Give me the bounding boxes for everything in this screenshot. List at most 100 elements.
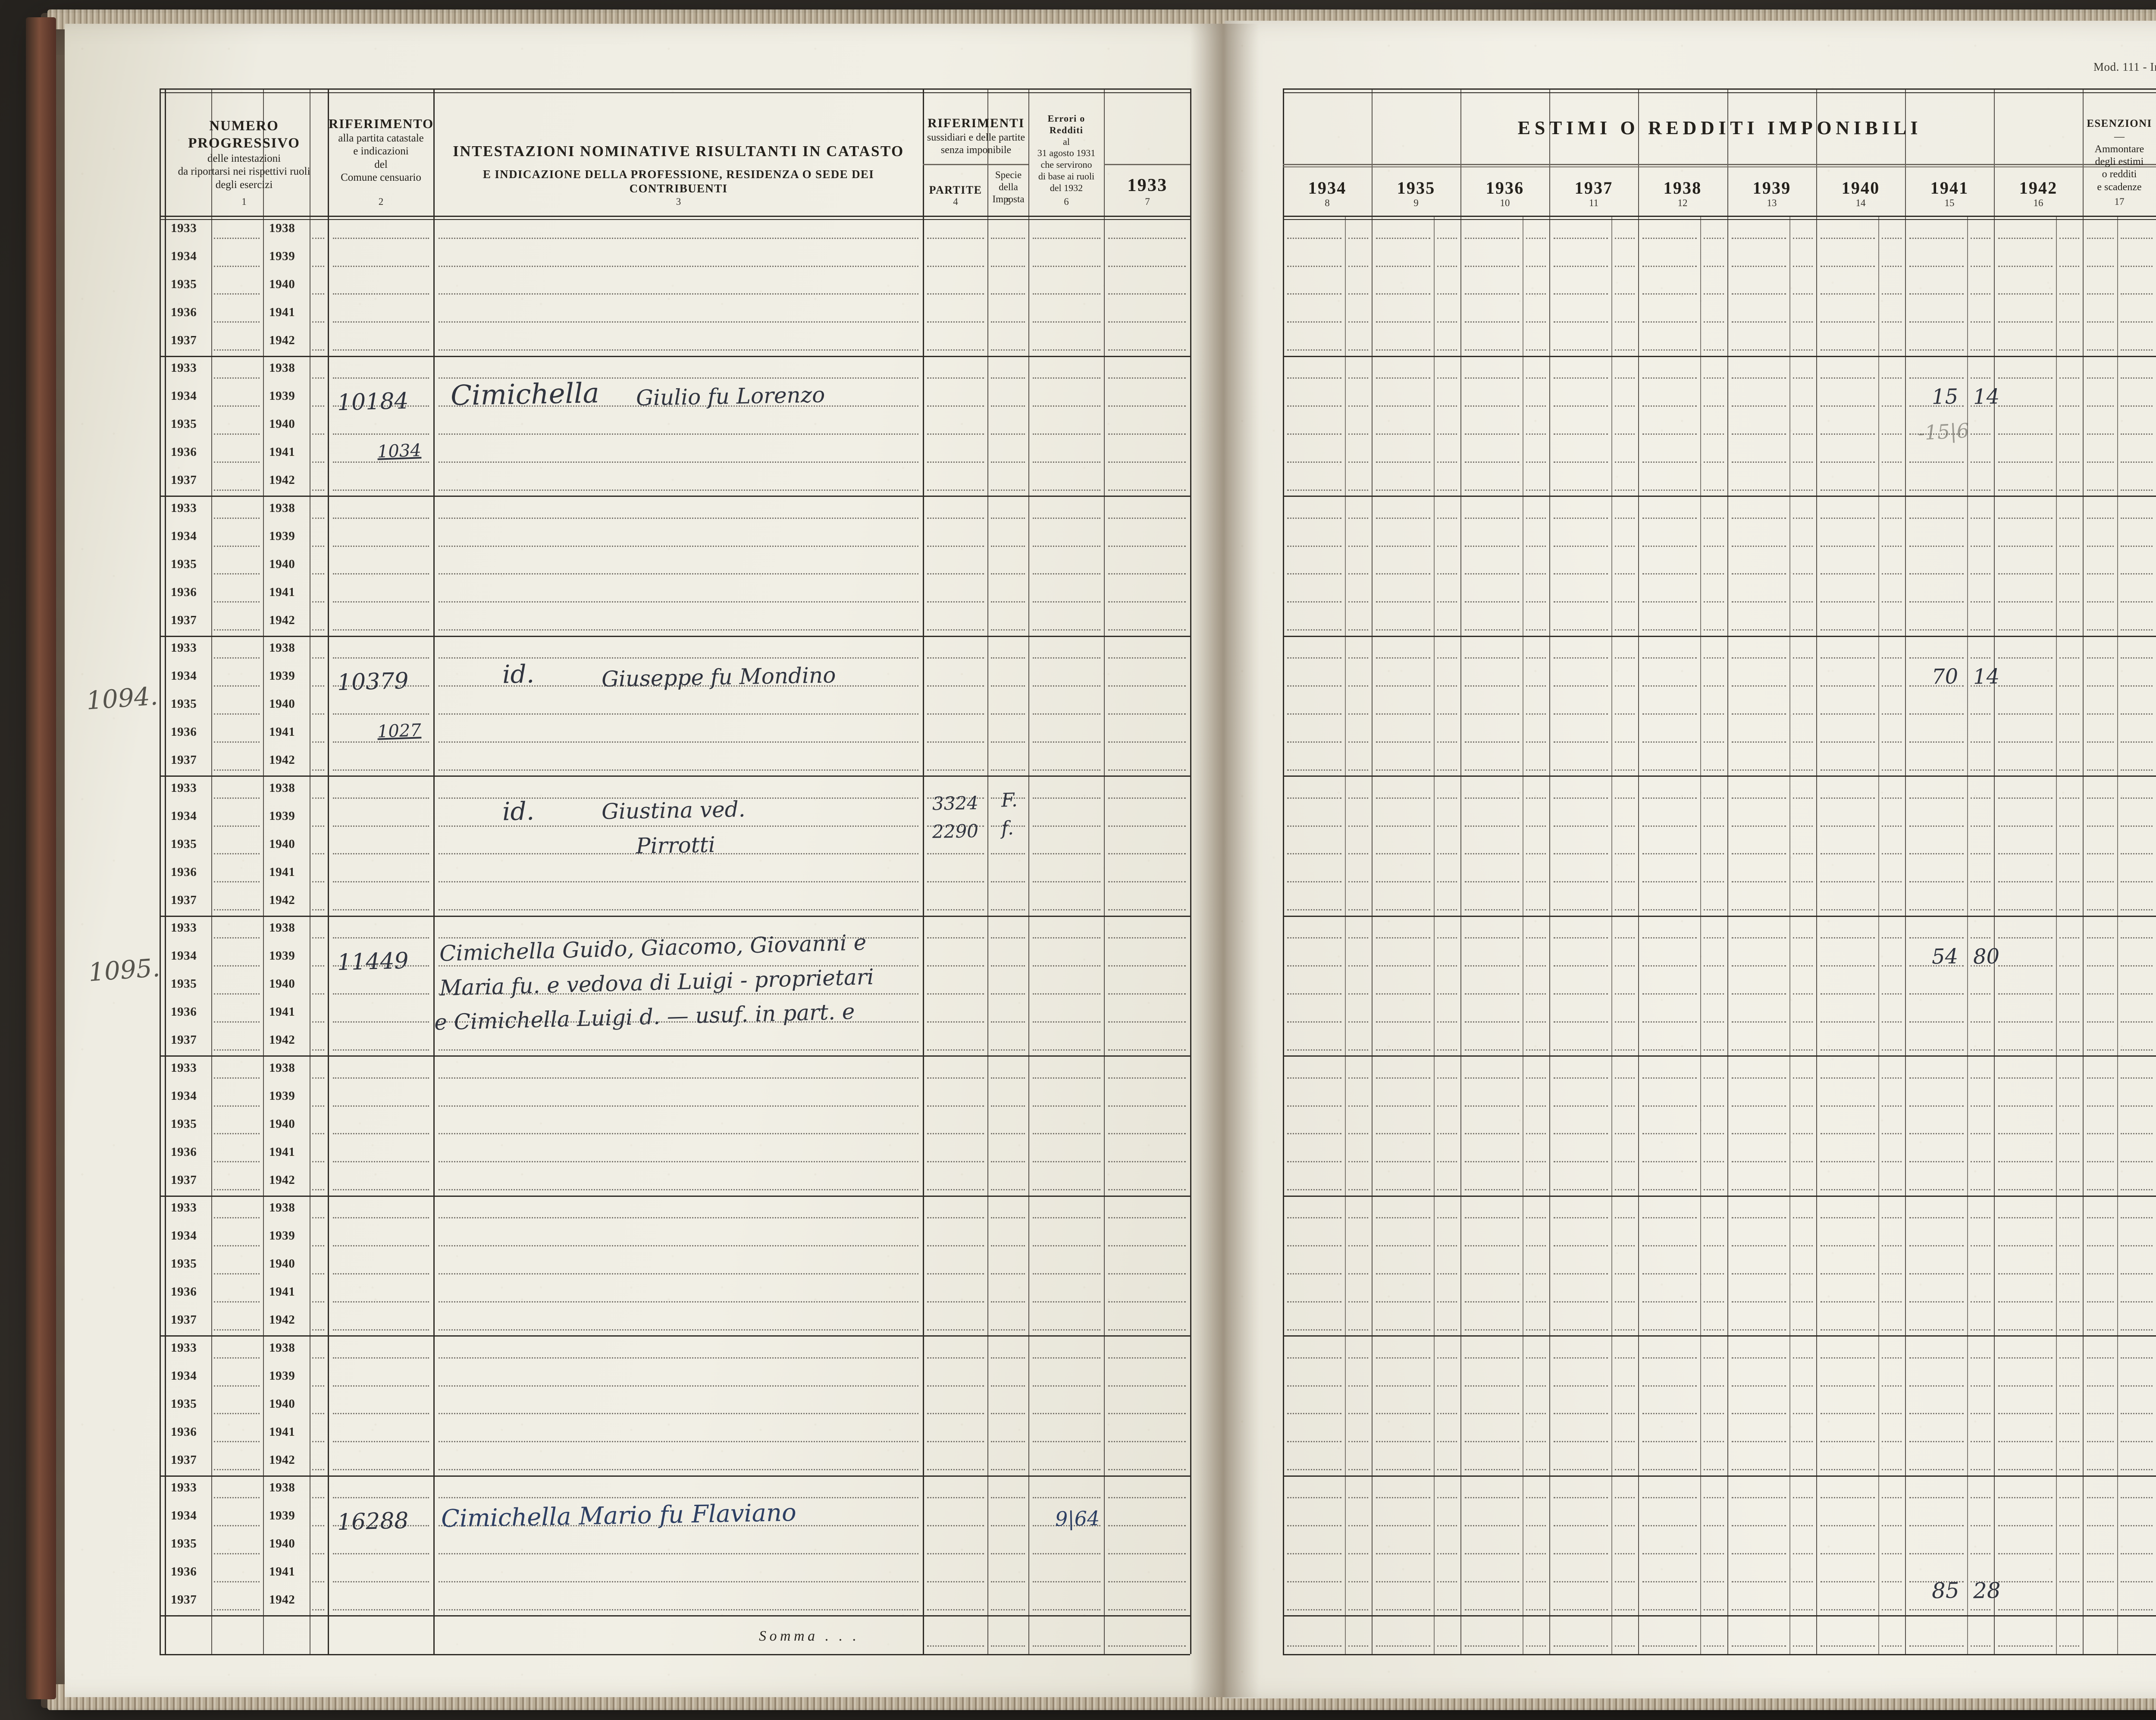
entry-progressivo-6: 11449: [337, 948, 409, 976]
row-year-right: 1939: [269, 1229, 295, 1243]
row-year-right: 1942: [269, 333, 295, 347]
row-year-left: 1933: [171, 641, 197, 655]
row-year-left: 1934: [171, 949, 197, 963]
row-year-left: 1936: [171, 1565, 197, 1579]
header-esenzioni: ESENZIONI — Ammontare degli estimi o red…: [2087, 118, 2152, 193]
row-year-right: 1942: [269, 613, 295, 627]
row-year-left: 1937: [171, 1173, 197, 1187]
header-year-1938: 1938: [1663, 178, 1702, 198]
margin-page-number-1: 1094.: [85, 681, 159, 716]
row-year-right: 1941: [269, 445, 295, 459]
row-year-left: 1935: [171, 1117, 197, 1131]
row-year-left: 1935: [171, 837, 197, 851]
colnum-15: 15: [1944, 198, 1955, 208]
row-year-left: 1934: [171, 1369, 197, 1383]
entry-1941-units-6: 54: [1931, 944, 1959, 969]
row-year-right: 1940: [269, 277, 295, 291]
row-year-left: 1937: [171, 333, 197, 347]
row-year-left: 1935: [171, 557, 197, 571]
entry-riferimento-2: 1034: [377, 440, 422, 462]
row-year-right: 1938: [269, 921, 295, 935]
row-year-right: 1942: [269, 1173, 295, 1187]
entry-surname-2: Cimichella: [450, 377, 600, 412]
row-year-right: 1940: [269, 1537, 295, 1551]
row-year-left: 1934: [171, 389, 197, 403]
row-year-right: 1938: [269, 361, 295, 375]
header-intestazioni-sub: E INDICAZIONE DELLA PROFESSIONE, RESIDEN…: [483, 168, 874, 195]
header-year-1941: 1941: [1930, 178, 1969, 198]
entry-1941-cents-6: 80: [1973, 944, 2000, 969]
row-year-right: 1939: [269, 809, 295, 823]
colnum-6: 6: [1064, 196, 1069, 207]
colnum-5: 5: [1006, 196, 1011, 207]
entry-1941-units-2: 15: [1931, 384, 1959, 409]
total-1941-units: 85: [1931, 1578, 1960, 1604]
entry-surname2-5: Pirrotti: [636, 832, 716, 859]
header-riferimento: RIFERIMENTO alla partita catastale e indi…: [329, 116, 434, 184]
colnum-7: 7: [1145, 196, 1150, 207]
row-year-left: 1933: [171, 781, 197, 795]
row-year-left: 1935: [171, 697, 197, 711]
colnum-9: 9: [1413, 198, 1419, 208]
row-year-left: 1934: [171, 809, 197, 823]
right-page: [1225, 21, 2156, 1698]
row-year-right: 1942: [269, 1593, 295, 1607]
colnum-10: 10: [1500, 198, 1510, 208]
colnum-3: 3: [676, 196, 681, 207]
row-year-right: 1939: [269, 529, 295, 543]
row-year-left: 1936: [171, 725, 197, 739]
row-year-right: 1939: [269, 949, 295, 963]
row-year-left: 1933: [171, 361, 197, 375]
row-year-left: 1933: [171, 921, 197, 935]
row-year-left: 1935: [171, 1257, 197, 1271]
row-year-left: 1936: [171, 1005, 197, 1019]
header-riferimenti-group: RIFERIMENTI sussidiari e delle partite s…: [927, 116, 1025, 156]
row-year-right: 1938: [269, 1201, 295, 1215]
entry-idem-4: id.: [502, 659, 535, 689]
row-year-right: 1939: [269, 1509, 295, 1522]
entry-progressivo-4: 10379: [337, 668, 409, 696]
row-year-left: 1936: [171, 1425, 197, 1439]
row-year-right: 1941: [269, 1565, 295, 1579]
row-year-left: 1937: [171, 1593, 197, 1607]
header-year-1936: 1936: [1485, 178, 1524, 198]
colnum-16: 16: [2033, 198, 2043, 208]
row-year-right: 1942: [269, 893, 295, 907]
row-year-left: 1933: [171, 1481, 197, 1494]
row-year-right: 1940: [269, 1117, 295, 1131]
row-year-right: 1939: [269, 389, 295, 403]
book-spine: [26, 17, 56, 1699]
row-year-right: 1940: [269, 417, 295, 431]
row-year-right: 1940: [269, 1257, 295, 1271]
row-year-left: 1937: [171, 1453, 197, 1467]
row-year-left: 1937: [171, 613, 197, 627]
colnum-13: 13: [1767, 198, 1777, 208]
row-year-right: 1941: [269, 1005, 295, 1019]
form-code: Mod. 111 - Imposte Dirette (Intercalare)…: [2093, 60, 2156, 73]
row-year-left: 1935: [171, 417, 197, 431]
header-partite: PARTITE: [929, 184, 982, 196]
entry-partita-5-0: 3324: [932, 792, 979, 815]
entry-1941-note-2: -15|6: [1917, 418, 1970, 445]
row-year-left: 1935: [171, 277, 197, 291]
row-year-left: 1937: [171, 753, 197, 767]
row-year-right: 1941: [269, 725, 295, 739]
row-year-left: 1935: [171, 1397, 197, 1411]
row-year-left: 1933: [171, 1201, 197, 1215]
row-year-right: 1939: [269, 1369, 295, 1383]
entry-col6-10: 9|64: [1055, 1506, 1100, 1531]
row-year-right: 1942: [269, 1313, 295, 1327]
row-year-left: 1936: [171, 1145, 197, 1159]
row-year-right: 1938: [269, 1341, 295, 1355]
row-year-right: 1941: [269, 1425, 295, 1439]
colnum-8: 8: [1325, 198, 1330, 208]
colnum-2: 2: [378, 196, 384, 207]
entry-idem-5: id.: [502, 796, 535, 826]
row-year-left: 1933: [171, 221, 197, 235]
row-year-right: 1938: [269, 781, 295, 795]
row-year-left: 1934: [171, 1089, 197, 1103]
header-year-1939: 1939: [1752, 178, 1791, 198]
row-year-left: 1935: [171, 977, 197, 991]
entry-given-5: Giustina ved.: [601, 797, 746, 824]
